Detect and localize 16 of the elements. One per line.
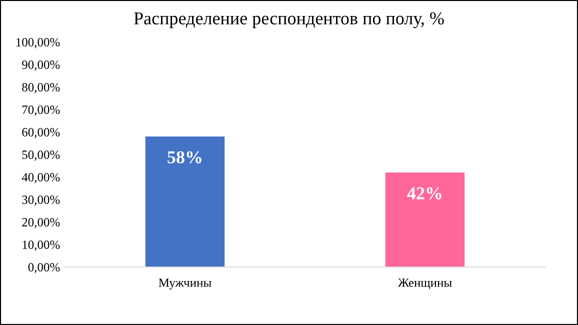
data-label: 58% [168,151,202,164]
y-tick-label: 70,00% [22,106,60,116]
y-tick-label: 90,00% [22,60,60,71]
y-tick-label: 20,00% [22,218,60,228]
x-tick-label: Мужчины [158,278,212,290]
x-tick-label: Женщины [398,278,452,290]
y-tick-label: 80,00% [22,83,60,94]
y-tick-label: 0,00% [28,263,60,274]
y-tick-label: 50,00% [22,150,60,161]
data-label: 42% [407,187,442,200]
y-tick-label: 60,00% [22,128,60,138]
y-tick-label: 10,00% [22,240,60,251]
y-tick-label: 40,00% [22,173,60,184]
y-tick-label: 30,00% [22,196,60,206]
y-tick-label: 100,00% [16,38,60,48]
chart-title: Распределение респондентов по полу, % [134,12,444,28]
